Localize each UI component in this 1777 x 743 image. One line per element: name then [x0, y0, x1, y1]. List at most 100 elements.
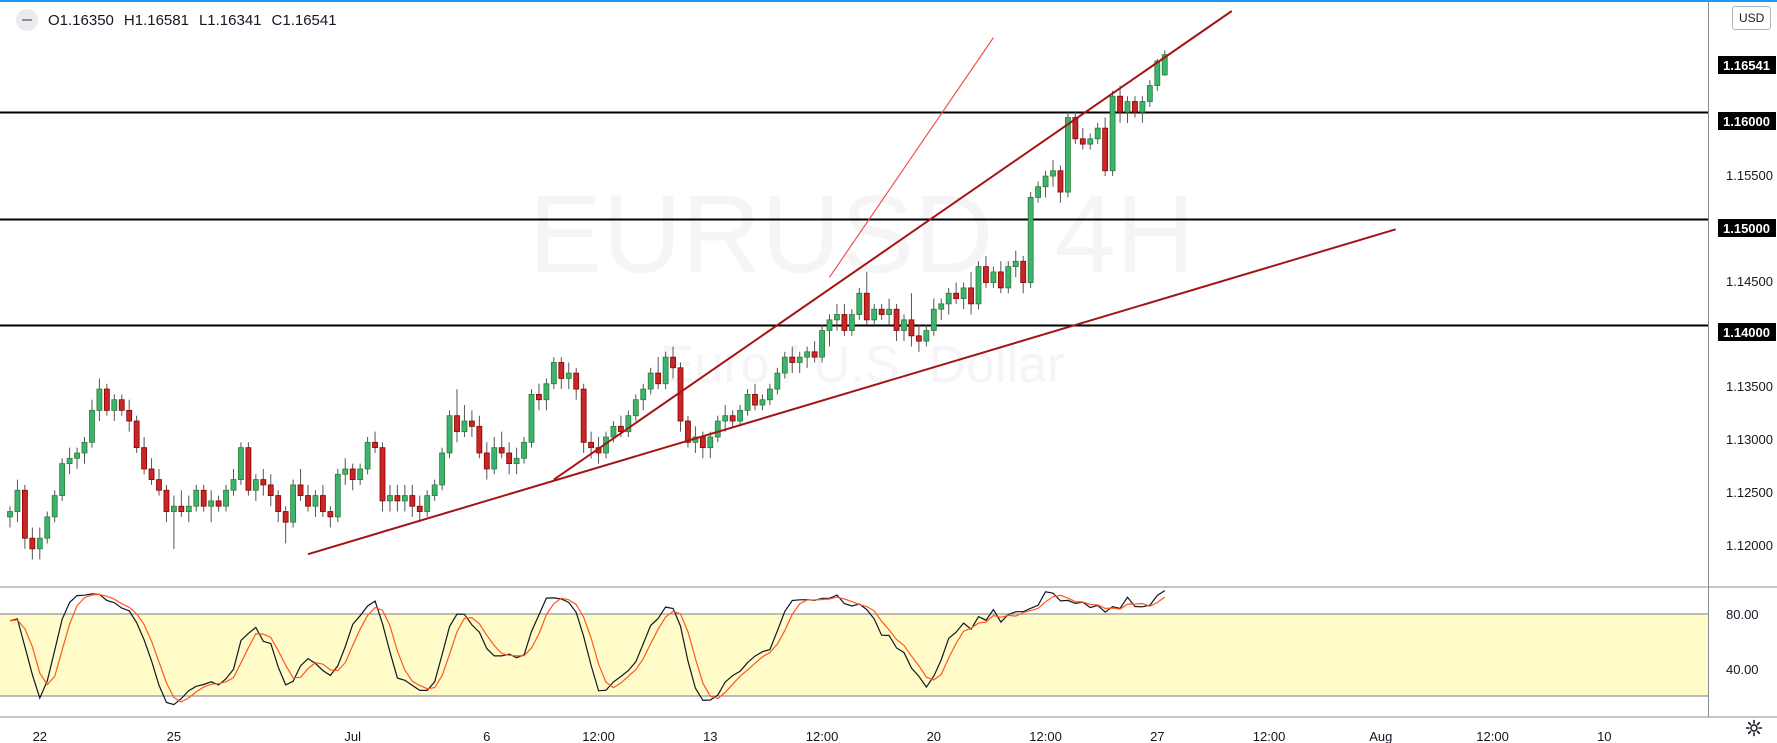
candle-body-up	[357, 468, 364, 481]
candle-body-up	[401, 495, 408, 502]
candle-body-up	[193, 489, 200, 507]
candle-body-down	[1102, 127, 1109, 172]
price-axis-label: 1.13000	[1726, 432, 1773, 447]
candle-body-down	[841, 314, 848, 331]
candle-body-up	[744, 393, 751, 411]
candle-body-up	[930, 308, 937, 331]
candle-body-up	[36, 537, 43, 550]
candle-body-down	[655, 372, 662, 385]
time-axis-label: 12:00	[582, 729, 615, 743]
candle-body-down	[476, 425, 483, 454]
candle-body-up	[796, 356, 803, 363]
candle-body-down	[156, 479, 162, 491]
candle-body-down	[416, 505, 423, 512]
candle-body-up	[364, 441, 371, 470]
candle-body-down	[163, 489, 170, 512]
candle-body-down	[282, 511, 289, 523]
steep-trendline	[829, 37, 994, 278]
candle-body-down	[126, 409, 133, 422]
chart-settings-button[interactable]	[1742, 716, 1766, 740]
candle-body-up	[342, 468, 349, 475]
candle-body-up	[1087, 138, 1094, 145]
candle-body-down	[789, 356, 796, 363]
candle-body-up	[848, 314, 855, 331]
time-axis-label: 25	[167, 729, 181, 743]
oscillator-axis-label: 40.00	[1726, 662, 1759, 677]
candle-body-down	[275, 495, 282, 512]
stochastic-oscillator	[9, 590, 1166, 706]
candle-body-down	[685, 420, 691, 443]
candle-body-down	[1079, 138, 1086, 145]
candle-body-up	[66, 457, 73, 465]
candle-body-up	[14, 489, 21, 512]
ohlc-close: C1.16541	[271, 11, 337, 29]
candle-body-up	[640, 388, 647, 401]
time-axis-label: 12:00	[1476, 729, 1509, 743]
level-badge: 1.14000	[1723, 325, 1770, 340]
time-axis-label: 27	[1150, 729, 1164, 743]
level-badge-bg	[1718, 112, 1776, 130]
candle-body-down	[1117, 95, 1123, 113]
time-axis[interactable]: 22 25 Jul 6 12:00 13 12:00 20 12:00 27 12:00 Aug 12:…	[33, 729, 1612, 743]
candle-body-down	[752, 393, 758, 406]
mid-trendline	[553, 10, 1233, 481]
candle-body-up	[625, 415, 632, 433]
ohlc-high: H1.16581	[123, 11, 189, 29]
candle-body-up	[767, 388, 773, 401]
candle-body-up	[1065, 117, 1071, 193]
candle-body-down	[983, 266, 989, 283]
candle-body-down	[729, 415, 736, 422]
candle-body-up	[647, 372, 654, 390]
candle-body-down	[349, 468, 356, 481]
candle-body-up	[1012, 260, 1019, 267]
candle-body-up	[945, 292, 952, 305]
candle-body-up	[714, 420, 721, 438]
time-axis-label: 6	[483, 729, 490, 743]
candle-body-up	[834, 314, 840, 321]
candle-body-up	[871, 308, 878, 321]
candle-body-up	[491, 447, 498, 470]
candle-body-up	[886, 308, 892, 315]
candle-body-down	[297, 484, 304, 496]
time-axis-label: Aug	[1369, 729, 1392, 743]
candle-body-down	[483, 452, 490, 470]
candle-body-up	[1154, 60, 1161, 86]
candle-body-up	[819, 330, 825, 358]
candle-body-up	[901, 319, 907, 331]
candle-body-down	[118, 399, 125, 411]
candle-body-up	[856, 292, 863, 315]
time-axis-label: 12:00	[1253, 729, 1286, 743]
candle-body-down	[372, 441, 378, 449]
stochastic-d-line	[9, 593, 1166, 703]
candle-body-up	[707, 436, 714, 449]
candle-body-up	[1124, 101, 1131, 113]
candle-body-up	[111, 399, 118, 411]
ohlc-low: L1.16341	[198, 11, 262, 29]
price-axis-label: 1.13500	[1726, 379, 1773, 394]
time-axis-label: 20	[927, 729, 941, 743]
candle-body-up	[185, 505, 192, 512]
candle-body-down	[498, 447, 505, 454]
candles	[7, 50, 1168, 560]
candle-body-up	[938, 303, 945, 310]
price-axis[interactable]: 1.15500 1.14500 1.13500 1.13000 1.12500 …	[1718, 56, 1776, 677]
candle-body-down	[908, 319, 915, 337]
candle-body-up	[431, 484, 438, 496]
candle-body-up	[74, 452, 80, 459]
candle-body-up	[565, 372, 572, 379]
ohlc-open: O1.16350	[48, 11, 114, 29]
candle-body-down	[379, 447, 386, 502]
candle-body-down	[133, 420, 140, 449]
level-badge: 1.15000	[1723, 221, 1770, 236]
candle-body-down	[394, 495, 401, 502]
candle-body-up	[252, 479, 259, 491]
last-price-badge-bg	[1718, 56, 1776, 74]
candle-body-up	[543, 383, 550, 401]
currency-button[interactable]: USD	[1732, 6, 1772, 30]
candle-body-up	[804, 351, 811, 358]
collapse-legend-button[interactable]	[16, 9, 38, 31]
candle-body-up	[513, 457, 520, 465]
time-axis-label: 13	[703, 729, 717, 743]
